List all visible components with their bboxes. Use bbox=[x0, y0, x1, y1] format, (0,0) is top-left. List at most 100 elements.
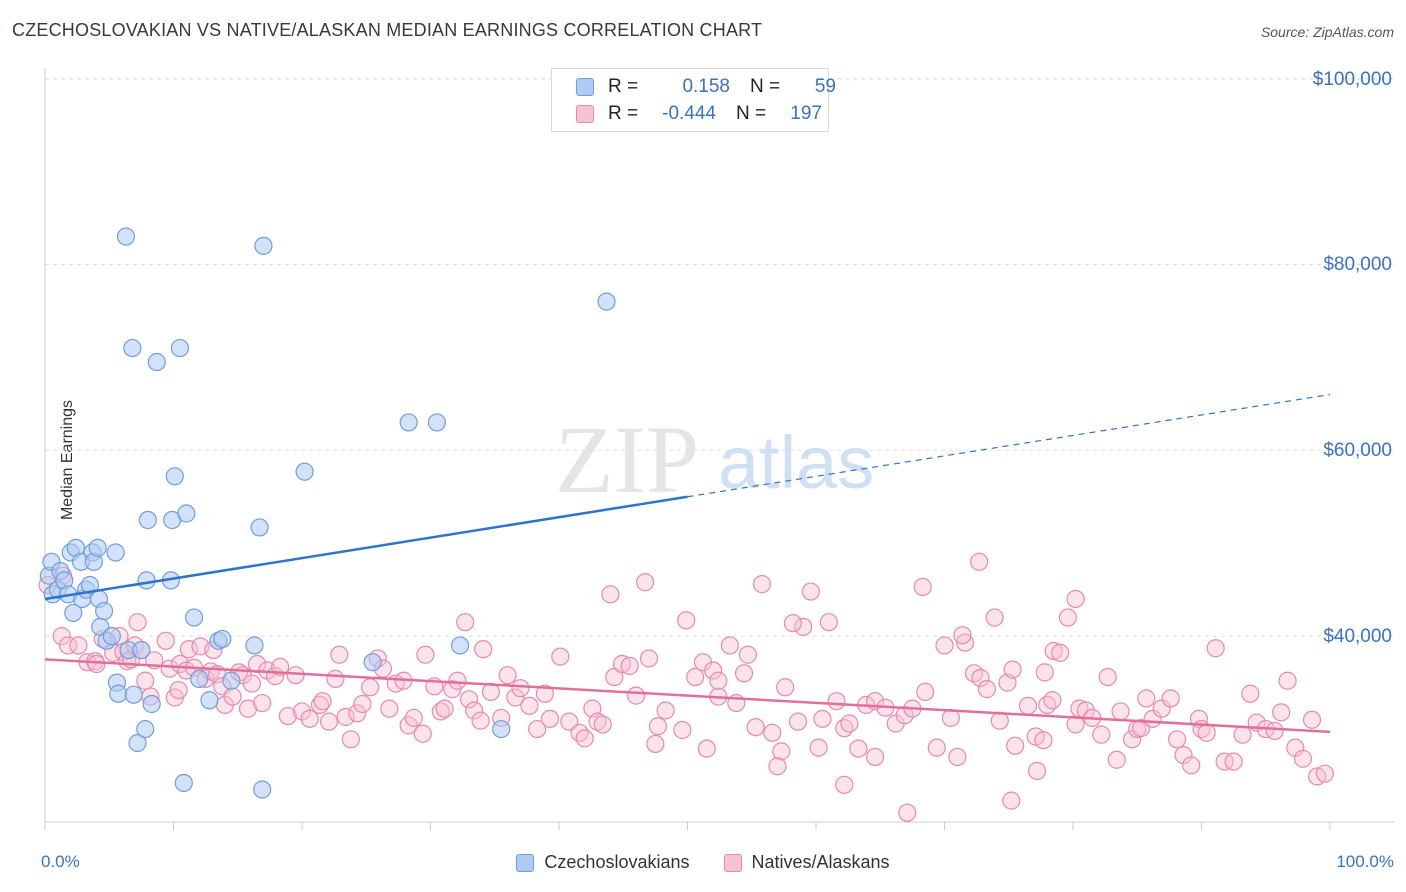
natives-alaskans-point bbox=[575, 729, 594, 748]
czechoslovakians-point bbox=[427, 413, 447, 432]
natives-alaskans-point bbox=[1265, 721, 1284, 741]
czechoslovakians-point bbox=[254, 236, 273, 255]
natives-alaskans-point bbox=[734, 664, 754, 683]
axes bbox=[44, 68, 1394, 830]
natives-alaskans-point bbox=[1092, 725, 1111, 744]
natives-alaskans-point bbox=[970, 552, 989, 571]
natives-alaskans-point bbox=[128, 613, 147, 632]
natives-alaskans-point bbox=[459, 690, 479, 709]
czechoslovakians-point bbox=[64, 603, 83, 623]
correlation-legend: R = 0.158 N = 59 R = -0.444 N = 197 bbox=[551, 68, 836, 132]
natives-alaskans-point bbox=[69, 636, 88, 655]
natives-alaskans-point bbox=[953, 626, 972, 645]
natives-alaskans-point bbox=[677, 611, 696, 630]
natives-alaskans-point bbox=[1278, 671, 1297, 690]
czechoslovakians-point bbox=[88, 538, 107, 557]
natives-alaskans-point bbox=[809, 738, 828, 757]
x-tick-label: 100.0% bbox=[1336, 852, 1394, 871]
czechoslovakians-point bbox=[109, 684, 128, 703]
natives-alaskans-point bbox=[1233, 725, 1252, 744]
czechoslovakians-point bbox=[124, 685, 143, 704]
natives-alaskans-point bbox=[588, 712, 607, 731]
legend-r-label: R = bbox=[608, 76, 639, 97]
natives-alaskans-point bbox=[763, 723, 782, 742]
natives-alaskans-point bbox=[752, 575, 772, 594]
legend-n-value: 197 bbox=[790, 103, 822, 124]
natives-alaskans-point bbox=[465, 701, 484, 720]
natives-alaskans-point bbox=[704, 661, 723, 680]
natives-alaskans-point bbox=[819, 613, 838, 632]
natives-alaskans-point bbox=[535, 684, 554, 703]
source-credit: Source: ZipAtlas.com bbox=[1260, 24, 1394, 40]
natives-alaskans-point bbox=[697, 739, 716, 758]
czechoslovakians-point bbox=[184, 608, 204, 627]
czechoslovakians-point bbox=[174, 773, 193, 793]
czechoslovakians-point bbox=[102, 627, 121, 646]
natives-alaskans-point bbox=[498, 666, 517, 685]
natives-alaskans-point bbox=[601, 585, 620, 604]
natives-alaskans-point bbox=[1272, 703, 1291, 722]
natives-alaskans-point bbox=[511, 679, 530, 698]
natives-alaskans-point bbox=[87, 654, 106, 674]
natives-alaskans-point bbox=[898, 803, 917, 822]
natives-alaskans-point bbox=[59, 636, 78, 655]
natives-alaskans-point bbox=[1035, 663, 1054, 682]
czechoslovakians-point bbox=[116, 227, 136, 246]
natives-alaskans-point bbox=[639, 649, 659, 668]
czechoslovakians-point bbox=[245, 636, 264, 655]
legend-item-czechoslovakians: Czechoslovakians bbox=[516, 852, 690, 873]
natives-alaskans-point bbox=[336, 707, 355, 727]
natives-alaskans-point bbox=[474, 640, 493, 659]
natives-alaskans-point bbox=[1058, 608, 1077, 627]
natives-alaskans-point bbox=[319, 712, 339, 731]
natives-alaskans-point bbox=[520, 696, 539, 715]
natives-alaskans-point bbox=[971, 668, 990, 688]
natives-alaskans-point bbox=[1206, 639, 1225, 658]
czechoslovakians-point bbox=[136, 719, 155, 739]
natives-alaskans-point bbox=[1051, 643, 1070, 662]
natives-alaskans-point bbox=[560, 712, 579, 731]
natives-alaskans-point bbox=[528, 719, 547, 739]
natives-alaskans-point bbox=[768, 757, 787, 776]
natives-alaskans-point bbox=[456, 613, 475, 632]
natives-alaskans-point bbox=[341, 730, 360, 749]
natives-alaskans-point bbox=[913, 577, 932, 596]
natives-alaskans-point bbox=[656, 701, 675, 720]
natives-alaskans-point bbox=[916, 682, 935, 702]
natives-alaskans-point bbox=[1167, 730, 1187, 749]
czechoslovakians-point bbox=[222, 671, 241, 690]
czechoslovakians-point bbox=[492, 719, 511, 739]
natives-alaskans-point bbox=[300, 709, 319, 728]
natives-alaskans-point bbox=[1174, 745, 1193, 765]
czechoslovakians-point bbox=[95, 601, 114, 621]
natives-alaskans-point bbox=[471, 711, 490, 730]
czechoslovakians-point bbox=[250, 518, 269, 537]
czechoslovakians-point bbox=[147, 352, 166, 372]
natives-alaskans-point bbox=[1197, 723, 1216, 742]
natives-alaskans-point bbox=[927, 738, 946, 757]
natives-alaskans-point bbox=[179, 640, 199, 659]
y-tick-label: $100,000 bbox=[1312, 68, 1392, 90]
natives-alaskans-point bbox=[326, 669, 345, 688]
natives-alaskans-point bbox=[783, 614, 802, 633]
natives-alaskans-point bbox=[1182, 756, 1201, 775]
natives-alaskans-point bbox=[801, 582, 820, 601]
y-tick-label: $80,000 bbox=[1323, 254, 1392, 276]
czechoslovakians-point bbox=[137, 571, 156, 590]
natives-alaskans-point bbox=[313, 692, 332, 711]
natives-alaskans-point bbox=[271, 657, 290, 676]
legend-n-value: 59 bbox=[814, 76, 836, 97]
natives-alaskans-point bbox=[720, 636, 740, 655]
natives-alaskans-point bbox=[827, 692, 846, 711]
czechoslovakians-point bbox=[450, 636, 470, 655]
legend-r-value: 0.158 bbox=[682, 76, 730, 97]
czechoslovakians-trend-extension bbox=[687, 393, 1331, 498]
natives-alaskans-point bbox=[1043, 691, 1062, 710]
natives-alaskans-point bbox=[686, 667, 705, 687]
series-legend: Czechoslovakians Natives/Alaskans bbox=[0, 852, 1406, 873]
natives-alaskans-point bbox=[1006, 736, 1025, 755]
legend-item-natives-alaskans: Natives/Alaskans bbox=[723, 852, 890, 873]
natives-alaskans-point bbox=[435, 699, 454, 718]
czechoslovakians-point bbox=[170, 338, 190, 358]
natives-alaskans-point bbox=[286, 666, 305, 685]
